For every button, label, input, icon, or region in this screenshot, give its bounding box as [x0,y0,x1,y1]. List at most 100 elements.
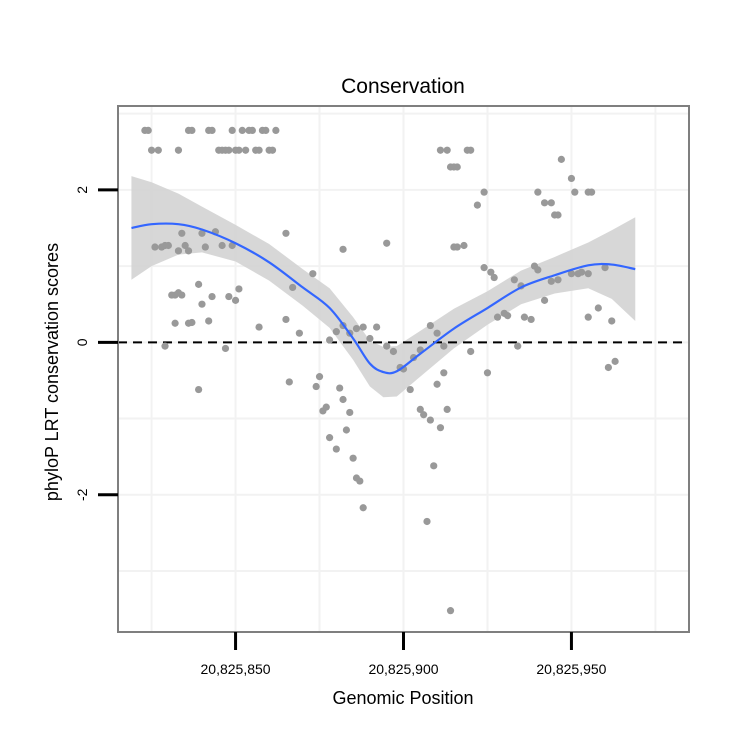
data-point [608,317,616,325]
data-point [144,126,152,134]
data-point [594,304,602,312]
data-point [178,229,186,237]
data-point [326,434,334,442]
data-point [147,146,156,154]
x-tick-label: 20,825,950 [536,661,606,677]
data-point [195,280,203,288]
data-point [604,363,612,372]
data-point [480,264,488,272]
data-point [483,369,492,377]
data-point [571,188,579,196]
data-point [554,276,562,284]
data-point [557,155,565,163]
data-point [289,283,297,292]
data-point [332,328,340,336]
data-point [436,424,445,432]
data-point [231,296,240,304]
data-point [255,146,263,154]
data-point [238,126,246,134]
data-point [584,270,592,278]
data-point [443,405,451,414]
chart-title: Conservation [341,75,465,98]
data-point [221,344,230,353]
data-point [322,403,330,411]
data-point [446,607,455,615]
data-point [282,315,290,324]
data-point [205,317,213,325]
data-point [174,247,183,255]
data-point [285,378,293,386]
data-point [540,296,549,304]
data-point [178,291,186,299]
data-point [389,347,398,356]
data-point [208,126,216,134]
data-point [181,241,189,250]
data-point [493,313,502,321]
data-point [326,336,334,344]
confidence-band [131,176,636,398]
data-point [242,146,250,154]
data-point [188,126,196,134]
data-point [567,270,576,278]
data-point [567,174,576,183]
data-point [480,188,488,196]
data-point [342,426,350,434]
data-point [336,384,344,392]
data-point [373,323,381,331]
data-point [346,408,354,417]
data-point [554,211,562,219]
data-point [433,380,441,388]
x-axis-title: Genomic Position [332,688,473,708]
data-point [547,199,555,207]
y-tick-label: 2 [74,186,90,194]
data-point [228,241,236,250]
y-tick-label: -2 [74,488,90,501]
data-point [154,146,162,154]
data-point [268,146,277,154]
data-point [198,300,206,308]
data-point [490,273,498,282]
data-point [601,264,609,272]
data-point [426,416,434,424]
data-point [309,270,317,278]
data-point [443,146,451,154]
data-point [487,268,495,276]
data-point [440,342,448,350]
data-point [332,445,340,453]
data-point [416,405,424,414]
data-point [440,369,448,377]
data-point [315,373,324,381]
confidence-band-group [131,176,636,398]
data-point [584,313,592,321]
x-tick-label: 20,825,900 [368,661,438,677]
data-point [235,146,243,154]
data-points [141,126,619,615]
data-point [467,146,475,154]
data-point [228,126,236,134]
data-point [520,313,529,321]
data-point [453,163,461,171]
data-point [188,318,196,327]
smooth-line [131,222,636,375]
data-point [504,312,512,320]
data-point [235,285,243,293]
data-point [201,243,209,251]
data-point [383,239,391,247]
data-point [540,199,549,207]
y-tick-label: 0 [74,338,90,346]
data-point [473,201,481,209]
data-point [356,477,364,485]
y-axis-title: phyloP LRT conservation scores [42,243,62,501]
data-point [248,126,256,134]
data-point [218,241,226,250]
data-point [534,188,542,196]
x-axis-ticks: 20,825,850 20,825,900 20,825,950 [201,632,607,677]
data-point [433,329,441,337]
data-point [426,321,434,330]
data-point [611,357,619,365]
smooth-line-group [131,222,636,375]
data-point [195,385,203,394]
data-point [366,334,374,343]
data-point [359,504,367,512]
